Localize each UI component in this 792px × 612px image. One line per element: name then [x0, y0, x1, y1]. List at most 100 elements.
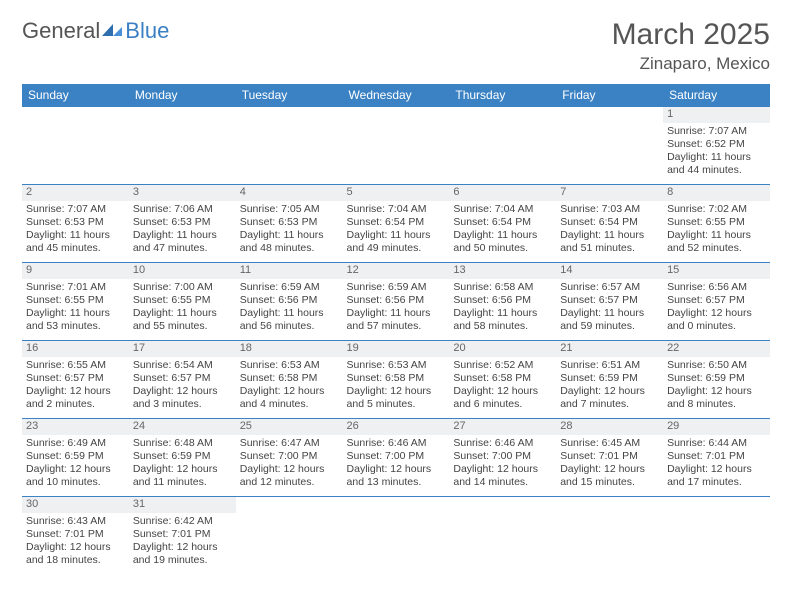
sunrise-text: Sunrise: 6:57 AM [560, 281, 659, 294]
day-number: 21 [556, 341, 663, 357]
calendar-cell [556, 497, 663, 575]
calendar-cell [343, 497, 450, 575]
sunrise-text: Sunrise: 6:49 AM [26, 437, 125, 450]
sunset-text: Sunset: 6:53 PM [133, 216, 232, 229]
sunrise-text: Sunrise: 6:54 AM [133, 359, 232, 372]
daylight-text: Daylight: 12 hours and 19 minutes. [133, 541, 232, 567]
dayname: Friday [556, 84, 663, 107]
daylight-text: Daylight: 12 hours and 17 minutes. [667, 463, 766, 489]
daylight-text: Daylight: 11 hours and 55 minutes. [133, 307, 232, 333]
calendar-table: Sunday Monday Tuesday Wednesday Thursday… [22, 84, 770, 575]
logo-text-blue: Blue [125, 18, 169, 44]
sunset-text: Sunset: 6:57 PM [667, 294, 766, 307]
sunrise-text: Sunrise: 7:04 AM [347, 203, 446, 216]
day-number: 6 [449, 185, 556, 201]
day-number: 24 [129, 419, 236, 435]
page-title: March 2025 [612, 18, 770, 52]
sunset-text: Sunset: 6:58 PM [347, 372, 446, 385]
sunrise-text: Sunrise: 7:02 AM [667, 203, 766, 216]
calendar-cell: 31Sunrise: 6:42 AMSunset: 7:01 PMDayligh… [129, 497, 236, 575]
calendar-cell: 2Sunrise: 7:07 AMSunset: 6:53 PMDaylight… [22, 185, 129, 263]
day-number: 15 [663, 263, 770, 279]
sunrise-text: Sunrise: 6:50 AM [667, 359, 766, 372]
daylight-text: Daylight: 11 hours and 58 minutes. [453, 307, 552, 333]
sunset-text: Sunset: 6:54 PM [347, 216, 446, 229]
calendar-cell: 27Sunrise: 6:46 AMSunset: 7:00 PMDayligh… [449, 419, 556, 497]
title-block: March 2025 Zinaparo, Mexico [612, 18, 770, 74]
dayname: Tuesday [236, 84, 343, 107]
daylight-text: Daylight: 12 hours and 6 minutes. [453, 385, 552, 411]
dayname: Saturday [663, 84, 770, 107]
sunset-text: Sunset: 6:54 PM [560, 216, 659, 229]
sunset-text: Sunset: 7:01 PM [560, 450, 659, 463]
calendar-cell: 16Sunrise: 6:55 AMSunset: 6:57 PMDayligh… [22, 341, 129, 419]
calendar-cell: 20 Sunrise: 6:52 AMSunset: 6:58 PMDayligh… [449, 341, 556, 419]
sunset-text: Sunset: 6:58 PM [453, 372, 552, 385]
day-number: 9 [22, 263, 129, 279]
daylight-text: Daylight: 11 hours and 59 minutes. [560, 307, 659, 333]
calendar-cell: 7Sunrise: 7:03 AMSunset: 6:54 PMDaylight… [556, 185, 663, 263]
calendar-cell: 15Sunrise: 6:56 AMSunset: 6:57 PMDayligh… [663, 263, 770, 341]
sunrise-text: Sunrise: 6:43 AM [26, 515, 125, 528]
daylight-text: Daylight: 11 hours and 51 minutes. [560, 229, 659, 255]
day-number: 5 [343, 185, 450, 201]
calendar-cell: 11Sunrise: 6:59 AMSunset: 6:56 PMDayligh… [236, 263, 343, 341]
logo: General Blue [22, 18, 169, 44]
daylight-text: Daylight: 12 hours and 4 minutes. [240, 385, 339, 411]
daylight-text: Daylight: 12 hours and 7 minutes. [560, 385, 659, 411]
daylight-text: Daylight: 12 hours and 0 minutes. [667, 307, 766, 333]
sunset-text: Sunset: 6:59 PM [133, 450, 232, 463]
calendar-cell: 29Sunrise: 6:44 AMSunset: 7:01 PMDayligh… [663, 419, 770, 497]
sunrise-text: Sunrise: 6:52 AM [453, 359, 552, 372]
daylight-text: Daylight: 12 hours and 5 minutes. [347, 385, 446, 411]
day-number: 19 [343, 341, 450, 357]
sunset-text: Sunset: 7:00 PM [347, 450, 446, 463]
daylight-text: Daylight: 11 hours and 52 minutes. [667, 229, 766, 255]
calendar-cell [343, 107, 450, 185]
logo-text-general: General [22, 18, 100, 44]
daylight-text: Daylight: 12 hours and 15 minutes. [560, 463, 659, 489]
day-number: 13 [449, 263, 556, 279]
calendar-cell: 19Sunrise: 6:53 AMSunset: 6:58 PMDayligh… [343, 341, 450, 419]
day-number: 31 [129, 497, 236, 513]
day-number: 4 [236, 185, 343, 201]
day-number: 17 [129, 341, 236, 357]
sunset-text: Sunset: 7:00 PM [453, 450, 552, 463]
day-number: 29 [663, 419, 770, 435]
sunrise-text: Sunrise: 6:58 AM [453, 281, 552, 294]
dayname-row: Sunday Monday Tuesday Wednesday Thursday… [22, 84, 770, 107]
calendar-cell: 8Sunrise: 7:02 AMSunset: 6:55 PMDaylight… [663, 185, 770, 263]
sunset-text: Sunset: 7:01 PM [26, 528, 125, 541]
sunrise-text: Sunrise: 7:07 AM [667, 125, 766, 138]
daylight-text: Daylight: 11 hours and 47 minutes. [133, 229, 232, 255]
day-number: 14 [556, 263, 663, 279]
sunset-text: Sunset: 6:56 PM [453, 294, 552, 307]
day-number: 25 [236, 419, 343, 435]
day-number: 28 [556, 419, 663, 435]
sunset-text: Sunset: 6:54 PM [453, 216, 552, 229]
dayname: Thursday [449, 84, 556, 107]
sunset-text: Sunset: 7:01 PM [133, 528, 232, 541]
calendar-cell [449, 107, 556, 185]
daylight-text: Daylight: 12 hours and 11 minutes. [133, 463, 232, 489]
day-number: 23 [22, 419, 129, 435]
sunset-text: Sunset: 7:00 PM [240, 450, 339, 463]
calendar-cell: 25Sunrise: 6:47 AMSunset: 7:00 PMDayligh… [236, 419, 343, 497]
sunset-text: Sunset: 6:53 PM [26, 216, 125, 229]
day-number: 1 [663, 107, 770, 123]
sunrise-text: Sunrise: 6:59 AM [347, 281, 446, 294]
daylight-text: Daylight: 11 hours and 57 minutes. [347, 307, 446, 333]
day-number: 18 [236, 341, 343, 357]
calendar-cell [556, 107, 663, 185]
sunrise-text: Sunrise: 6:47 AM [240, 437, 339, 450]
calendar-cell: 12Sunrise: 6:59 AMSunset: 6:56 PMDayligh… [343, 263, 450, 341]
calendar-cell: 18Sunrise: 6:53 AMSunset: 6:58 PMDayligh… [236, 341, 343, 419]
sunset-text: Sunset: 6:57 PM [26, 372, 125, 385]
day-number: 20 [449, 341, 556, 357]
sunrise-text: Sunrise: 6:48 AM [133, 437, 232, 450]
calendar-cell: 23Sunrise: 6:49 AMSunset: 6:59 PMDayligh… [22, 419, 129, 497]
calendar-cell: 4Sunrise: 7:05 AMSunset: 6:53 PMDaylight… [236, 185, 343, 263]
sunrise-text: Sunrise: 7:00 AM [133, 281, 232, 294]
calendar-cell: 24 Sunrise: 6:48 AMSunset: 6:59 PMDayligh… [129, 419, 236, 497]
sunrise-text: Sunrise: 6:46 AM [347, 437, 446, 450]
